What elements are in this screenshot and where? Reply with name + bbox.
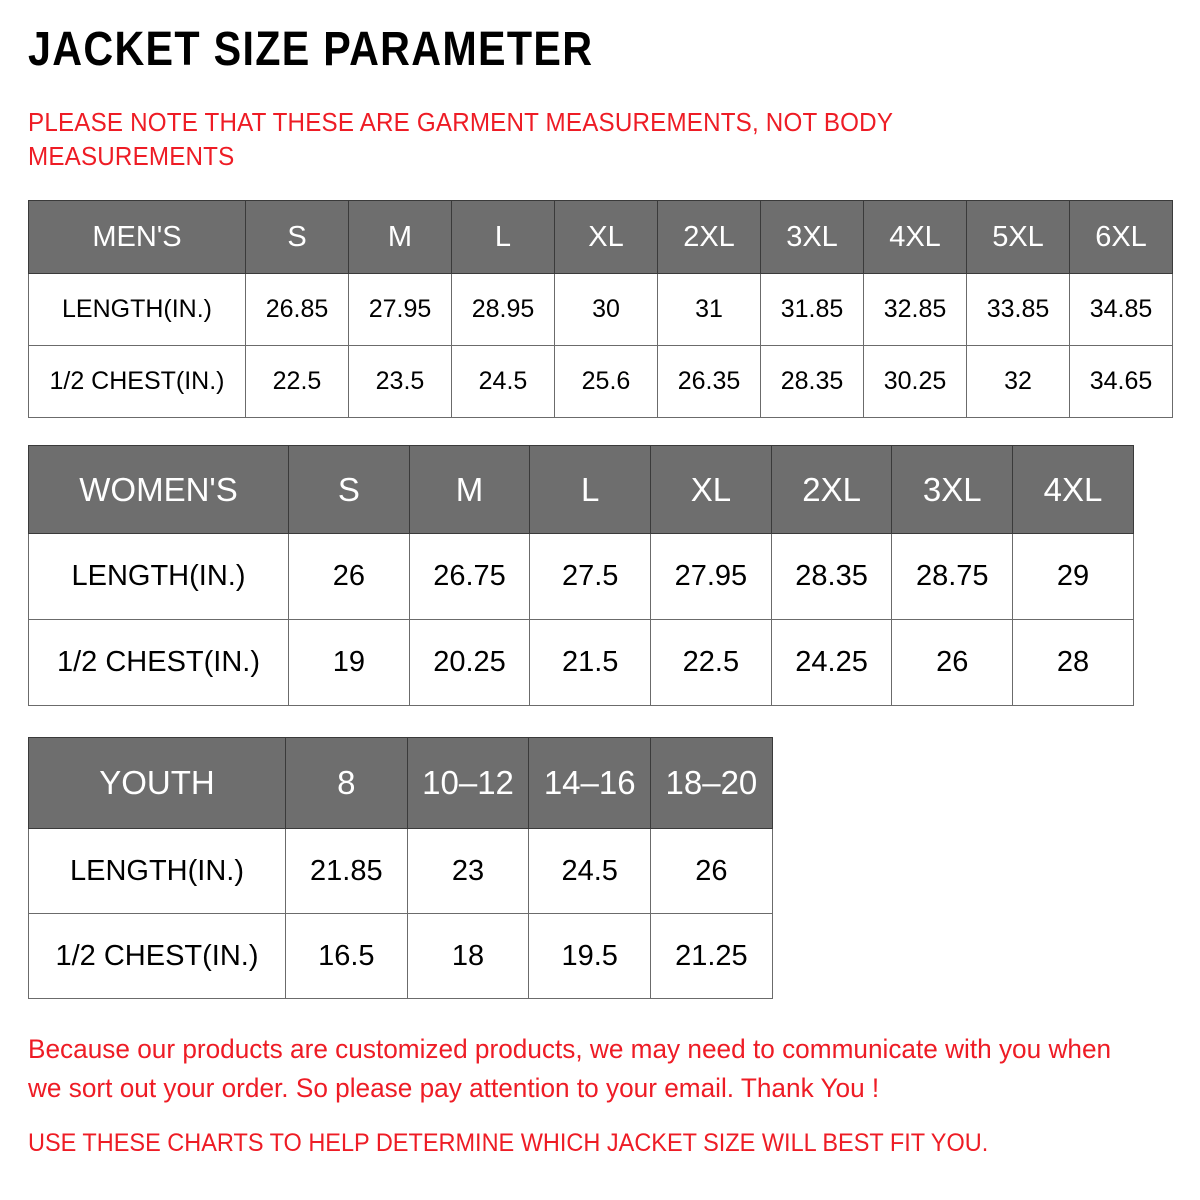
mens-cell-r0-c2: 28.95 bbox=[451, 273, 555, 346]
table-row: LENGTH(IN.) 21.85 23 24.5 26 bbox=[28, 828, 773, 914]
mens-size-header-8: 6XL bbox=[1069, 200, 1173, 274]
youth-size-header-3: 18–20 bbox=[650, 737, 773, 829]
womens-cell-r0-c1: 26.75 bbox=[408, 533, 531, 620]
mens-cell-r0-c0: 26.85 bbox=[245, 273, 349, 346]
table-row: 1/2 CHEST(IN.) 16.5 18 19.5 21.25 bbox=[28, 913, 773, 999]
womens-cell-r0-c2: 27.5 bbox=[529, 533, 652, 620]
youth-cell-r1-c2: 19.5 bbox=[528, 913, 652, 999]
mens-cell-r1-c3: 25.6 bbox=[554, 345, 658, 418]
womens-cell-r1-c2: 21.5 bbox=[529, 619, 652, 706]
womens-cell-r0-c4: 28.35 bbox=[770, 533, 893, 620]
womens-cell-r0-c6: 29 bbox=[1012, 533, 1134, 620]
youth-cell-r0-c2: 24.5 bbox=[528, 828, 652, 914]
mens-cell-r0-c7: 33.85 bbox=[966, 273, 1070, 346]
youth-cell-r1-c3: 21.25 bbox=[650, 913, 773, 999]
mens-cell-r1-c0: 22.5 bbox=[245, 345, 349, 418]
womens-size-header-4: 2XL bbox=[770, 445, 893, 534]
womens-cell-r1-c6: 28 bbox=[1012, 619, 1134, 706]
youth-cell-r0-c1: 23 bbox=[406, 828, 530, 914]
footer-closing-line: USE THESE CHARTS TO HELP DETERMINE WHICH… bbox=[28, 1129, 989, 1157]
mens-corner-label: MEN'S bbox=[28, 200, 246, 274]
youth-size-header-2: 14–16 bbox=[528, 737, 652, 829]
womens-size-header-0: S bbox=[288, 445, 410, 534]
table-row: 1/2 CHEST(IN.) 19 20.25 21.5 22.5 24.25 26 28 bbox=[28, 619, 1134, 706]
table-row: LENGTH(IN.) 26 26.75 27.5 27.95 28.35 28.75 29 bbox=[28, 533, 1134, 620]
youth-size-table: YOUTH 8 10–12 14–16 18–20 LENGTH(IN.) 21.85 2… bbox=[28, 737, 773, 999]
youth-row-label-1: 1/2 CHEST(IN.) bbox=[28, 913, 286, 999]
womens-size-header-3: XL bbox=[650, 445, 772, 534]
womens-table-body: LENGTH(IN.) 26 26.75 27.5 27.95 28.35 28.75 29 1… bbox=[28, 533, 1134, 706]
womens-cell-r1-c1: 20.25 bbox=[408, 619, 531, 706]
womens-table-header: WOMEN'S S M L XL 2XL 3XL 4XL bbox=[28, 445, 1134, 534]
mens-table-header: MEN'S S M L XL 2XL 3XL 4XL 5XL 6XL bbox=[28, 200, 1173, 274]
youth-cell-r0-c3: 26 bbox=[650, 828, 773, 914]
mens-cell-r0-c5: 31.85 bbox=[760, 273, 864, 346]
womens-cell-r0-c0: 26 bbox=[288, 533, 410, 620]
table-header-row: MEN'S S M L XL 2XL 3XL 4XL 5XL 6XL bbox=[28, 200, 1173, 274]
youth-table-header: YOUTH 8 10–12 14–16 18–20 bbox=[28, 737, 773, 829]
youth-size-header-0: 8 bbox=[285, 737, 408, 829]
mens-size-header-3: XL bbox=[554, 200, 658, 274]
footer-paragraph: Because our products are customized prod… bbox=[28, 1034, 1112, 1104]
womens-cell-r1-c5: 26 bbox=[891, 619, 1014, 706]
youth-size-header-1: 10–12 bbox=[406, 737, 530, 829]
youth-row-label-0: LENGTH(IN.) bbox=[28, 828, 286, 914]
womens-row-label-1: 1/2 CHEST(IN.) bbox=[28, 619, 289, 706]
mens-size-header-7: 5XL bbox=[966, 200, 1070, 274]
youth-cell-r0-c0: 21.85 bbox=[285, 828, 408, 914]
mens-cell-r1-c2: 24.5 bbox=[451, 345, 555, 418]
mens-size-header-6: 4XL bbox=[863, 200, 967, 274]
mens-size-header-2: L bbox=[451, 200, 555, 274]
womens-cell-r0-c3: 27.95 bbox=[650, 533, 772, 620]
youth-cell-r1-c1: 18 bbox=[406, 913, 530, 999]
mens-size-table: MEN'S S M L XL 2XL 3XL 4XL 5XL 6XL LENGTH(IN.) 26… bbox=[28, 200, 1173, 418]
womens-row-label-0: LENGTH(IN.) bbox=[28, 533, 289, 620]
mens-row-label-0: LENGTH(IN.) bbox=[28, 273, 246, 346]
mens-size-header-0: S bbox=[245, 200, 349, 274]
page-title: JACKET SIZE PARAMETER bbox=[28, 23, 594, 76]
table-row: LENGTH(IN.) 26.85 27.95 28.95 30 31 31.85 32.85… bbox=[28, 273, 1173, 346]
womens-cell-r1-c0: 19 bbox=[288, 619, 410, 706]
mens-size-header-5: 3XL bbox=[760, 200, 864, 274]
mens-cell-r0-c6: 32.85 bbox=[863, 273, 967, 346]
mens-cell-r1-c5: 28.35 bbox=[760, 345, 864, 418]
youth-cell-r1-c0: 16.5 bbox=[285, 913, 408, 999]
youth-table-body: LENGTH(IN.) 21.85 23 24.5 26 1/2 CHEST(IN.) 16… bbox=[28, 828, 773, 999]
mens-cell-r1-c4: 26.35 bbox=[657, 345, 761, 418]
mens-cell-r0-c3: 30 bbox=[554, 273, 658, 346]
womens-size-header-6: 4XL bbox=[1012, 445, 1134, 534]
mens-cell-r1-c6: 30.25 bbox=[863, 345, 967, 418]
youth-corner-label: YOUTH bbox=[28, 737, 286, 829]
table-header-row: WOMEN'S S M L XL 2XL 3XL 4XL bbox=[28, 445, 1134, 534]
mens-table-body: LENGTH(IN.) 26.85 27.95 28.95 30 31 31.85 32.85… bbox=[28, 273, 1173, 418]
womens-cell-r0-c5: 28.75 bbox=[891, 533, 1014, 620]
table-row: 1/2 CHEST(IN.) 22.5 23.5 24.5 25.6 26.35 28.35… bbox=[28, 345, 1173, 418]
womens-size-header-2: L bbox=[529, 445, 652, 534]
mens-cell-r0-c4: 31 bbox=[657, 273, 761, 346]
mens-row-label-1: 1/2 CHEST(IN.) bbox=[28, 345, 246, 418]
mens-size-header-4: 2XL bbox=[657, 200, 761, 274]
womens-cell-r1-c4: 24.25 bbox=[770, 619, 893, 706]
mens-cell-r0-c8: 34.85 bbox=[1069, 273, 1173, 346]
womens-size-header-5: 3XL bbox=[891, 445, 1014, 534]
mens-cell-r0-c1: 27.95 bbox=[348, 273, 452, 346]
womens-size-table: WOMEN'S S M L XL 2XL 3XL 4XL LENGTH(IN.) 26 26.7… bbox=[28, 445, 1134, 706]
mens-cell-r1-c8: 34.65 bbox=[1069, 345, 1173, 418]
garment-measurement-note: PLEASE NOTE THAT THESE ARE GARMENT MEASU… bbox=[28, 107, 893, 171]
womens-size-header-1: M bbox=[408, 445, 531, 534]
womens-cell-r1-c3: 22.5 bbox=[650, 619, 772, 706]
womens-corner-label: WOMEN'S bbox=[28, 445, 289, 534]
mens-size-header-1: M bbox=[348, 200, 452, 274]
mens-cell-r1-c7: 32 bbox=[966, 345, 1070, 418]
mens-cell-r1-c1: 23.5 bbox=[348, 345, 452, 418]
table-header-row: YOUTH 8 10–12 14–16 18–20 bbox=[28, 737, 773, 829]
